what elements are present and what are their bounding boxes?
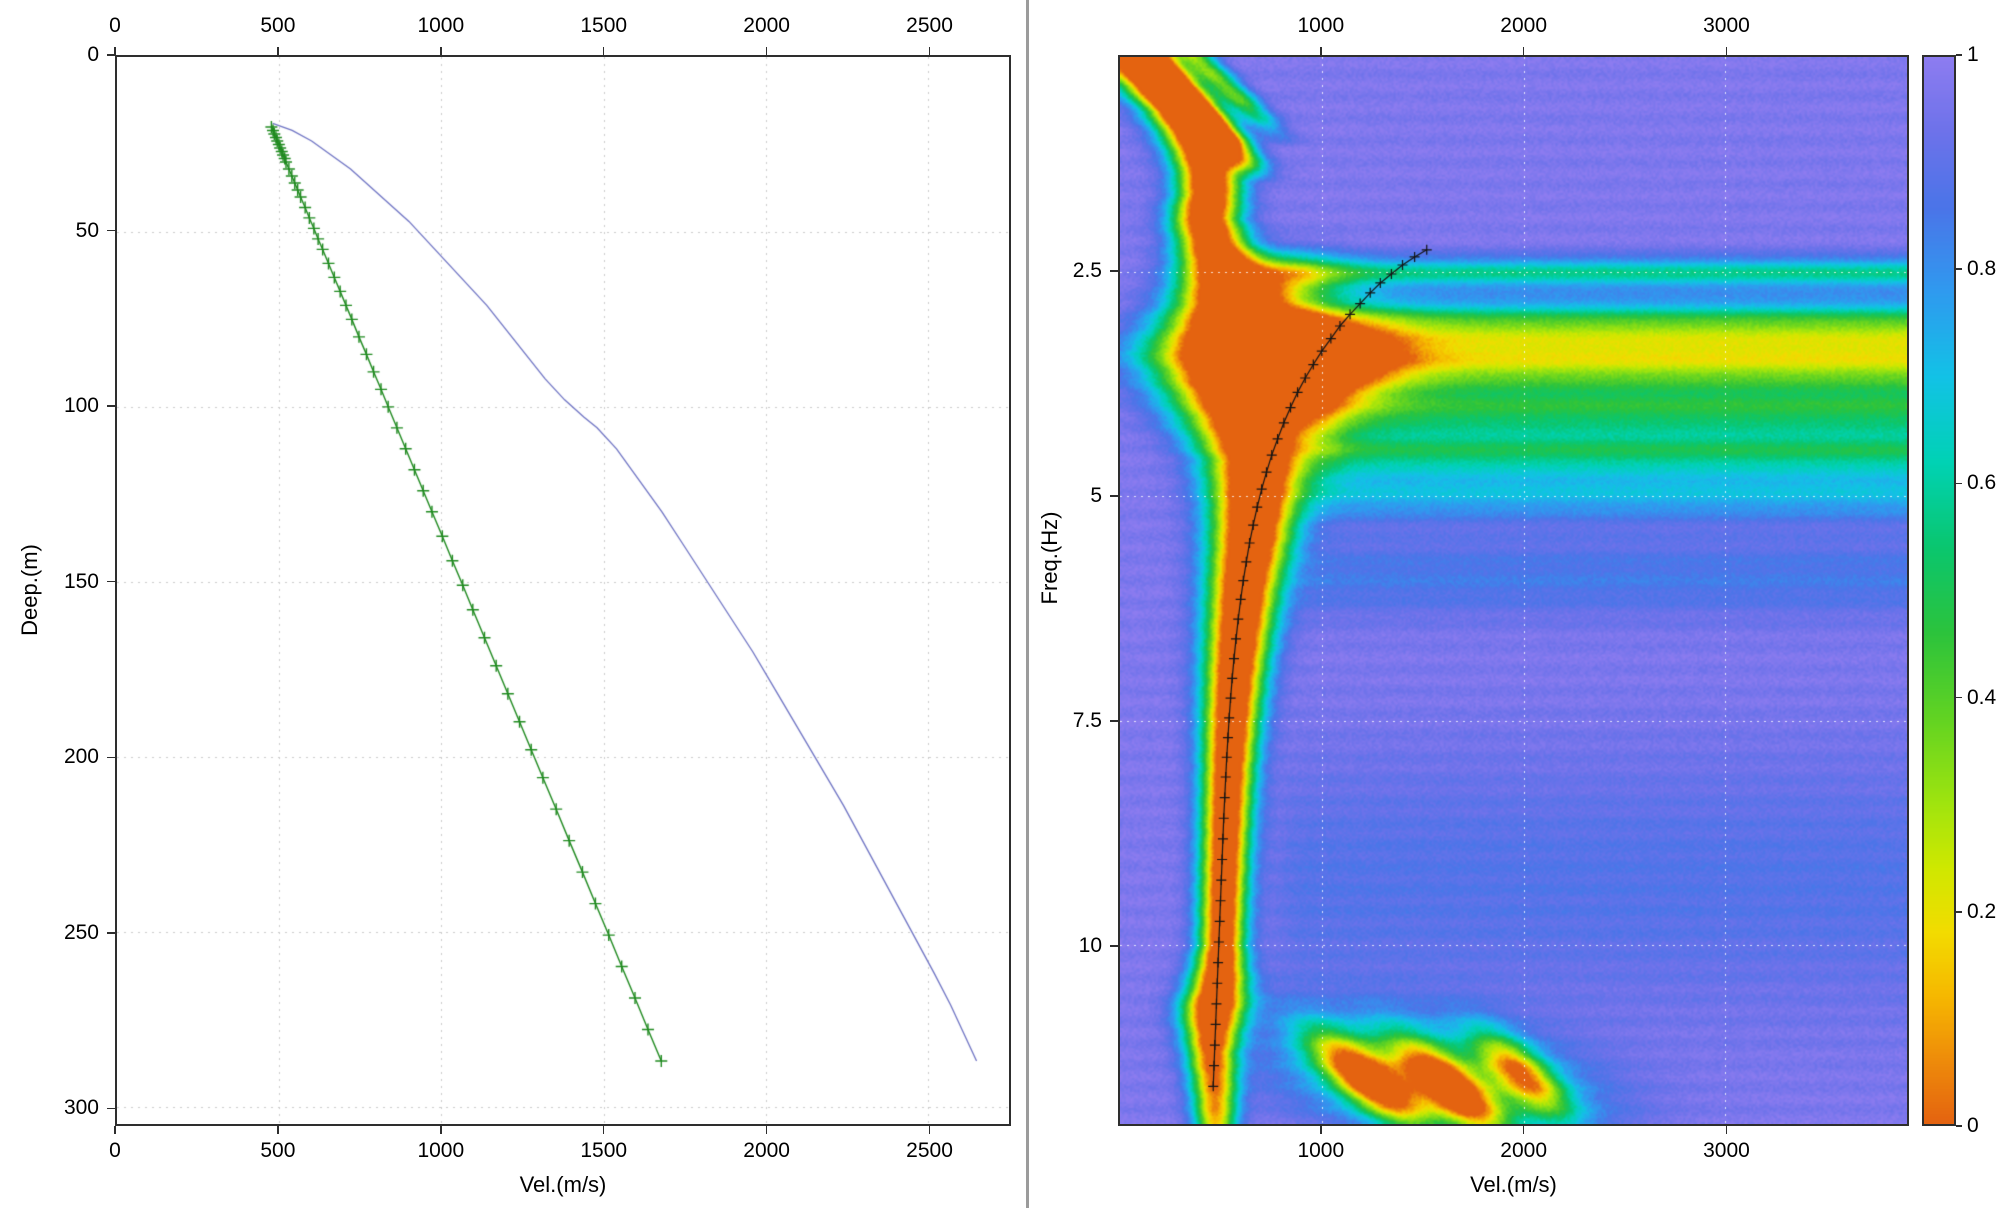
right-x-tick-mark — [1725, 47, 1728, 55]
left-y-axis-title: Deep.(m) — [17, 544, 42, 636]
left-x-tick-label-bottom: 500 — [260, 1139, 296, 1162]
left-x-tick-mark — [602, 47, 605, 55]
left-y-tick-label: 250 — [63, 920, 99, 944]
right-x-tick-label-top: 2000 — [1500, 14, 1547, 37]
right-y-tick-mark — [1110, 945, 1118, 947]
left-x-tick-label-bottom: 2000 — [743, 1139, 790, 1162]
left-x-axis-title: Vel.(m/s) — [519, 1172, 607, 1197]
left-y-tick-label: 300 — [63, 1096, 99, 1120]
left-x-tick-mark — [765, 1126, 768, 1134]
right-y-tick-mark — [1110, 270, 1118, 272]
left-y-tick-label: 50 — [75, 218, 99, 242]
left-y-tick-label: 0 — [87, 43, 99, 66]
colorbar-tick-label: 0.2 — [1967, 899, 1997, 923]
right-x-tick-mark — [1522, 1126, 1525, 1134]
left-x-tick-mark — [765, 47, 768, 55]
colorbar-tick-mark — [1956, 54, 1962, 56]
left-x-tick-label-bottom: 2500 — [906, 1139, 953, 1162]
right-x-tick-label-bottom: 3000 — [1703, 1139, 1750, 1162]
panel-divider — [1026, 0, 1029, 1208]
right-x-tick-mark — [1522, 47, 1525, 55]
left-x-tick-mark — [277, 1126, 279, 1134]
left-y-tick-mark — [107, 756, 115, 759]
left-x-tick-mark — [928, 1126, 931, 1134]
right-y-tick-label: 7.5 — [1072, 709, 1102, 732]
right-y-tick-label: 2.5 — [1072, 259, 1102, 282]
left-x-tick-label-bottom: 0 — [109, 1139, 121, 1162]
left-y-tick-mark — [107, 229, 115, 232]
left-x-tick-label-bottom: 1500 — [580, 1139, 628, 1162]
left-y-tick-mark — [107, 54, 115, 56]
left-x-tick-mark — [440, 1126, 442, 1134]
left-x-tick-label-top: 0 — [109, 14, 121, 37]
right-x-axis-title: Vel.(m/s) — [1470, 1172, 1557, 1197]
right-x-tick-mark — [1320, 1126, 1322, 1134]
colorbar-tick-label: 0.6 — [1967, 471, 1997, 495]
left-x-tick-label-top: 2000 — [743, 14, 790, 37]
left-x-tick-mark — [114, 47, 116, 55]
right-x-tick-mark — [1725, 1126, 1728, 1134]
depth-velocity-plot — [115, 55, 1011, 1126]
colorbar — [1922, 55, 1956, 1126]
left-y-tick-label: 200 — [63, 745, 99, 769]
dispersion-image-plot — [1118, 55, 1909, 1126]
right-x-tick-label-bottom: 2000 — [1500, 1139, 1547, 1162]
right-y-tick-mark — [1110, 720, 1118, 722]
left-y-tick-mark — [107, 1107, 115, 1110]
colorbar-tick-label: 1 — [1967, 43, 1979, 66]
right-y-tick-mark — [1110, 495, 1118, 497]
right-y-tick-label: 10 — [1078, 934, 1102, 957]
right-x-tick-mark — [1320, 47, 1322, 55]
left-x-tick-label-top: 500 — [260, 14, 296, 37]
colorbar-tick-mark — [1956, 696, 1962, 699]
depth-velocity-canvas — [117, 57, 1009, 1124]
colorbar-tick-mark — [1956, 482, 1962, 485]
left-x-tick-label-top: 1000 — [417, 14, 465, 37]
colorbar-tick-mark — [1956, 911, 1962, 913]
left-x-tick-label-top: 1500 — [580, 14, 628, 37]
dispersion-image-canvas — [1120, 57, 1907, 1124]
left-x-tick-label-top: 2500 — [906, 14, 953, 37]
right-x-tick-label-top: 1000 — [1297, 14, 1345, 37]
left-y-tick-mark — [107, 932, 115, 934]
left-y-tick-mark — [107, 405, 115, 407]
colorbar-tick-label: 0.4 — [1967, 685, 1997, 709]
right-x-tick-label-bottom: 1000 — [1297, 1139, 1345, 1162]
left-x-tick-mark — [440, 47, 442, 55]
right-x-tick-label-top: 3000 — [1703, 14, 1750, 37]
right-y-axis-title: Freq.(Hz) — [1037, 511, 1062, 605]
colorbar-tick-mark — [1956, 268, 1962, 270]
left-y-tick-mark — [107, 580, 115, 583]
left-y-tick-label: 150 — [63, 569, 99, 593]
left-x-tick-mark — [602, 1126, 605, 1134]
colorbar-canvas — [1924, 57, 1954, 1124]
left-x-tick-mark — [114, 1126, 116, 1134]
colorbar-tick-label: 0.8 — [1967, 257, 1997, 281]
left-y-tick-label: 100 — [63, 394, 99, 418]
right-y-tick-label: 5 — [1090, 484, 1102, 507]
colorbar-tick-label: 0 — [1967, 1114, 1979, 1137]
left-x-tick-mark — [928, 47, 931, 55]
left-x-tick-mark — [277, 47, 279, 55]
colorbar-tick-mark — [1956, 1125, 1962, 1127]
left-x-tick-label-bottom: 1000 — [417, 1139, 465, 1162]
